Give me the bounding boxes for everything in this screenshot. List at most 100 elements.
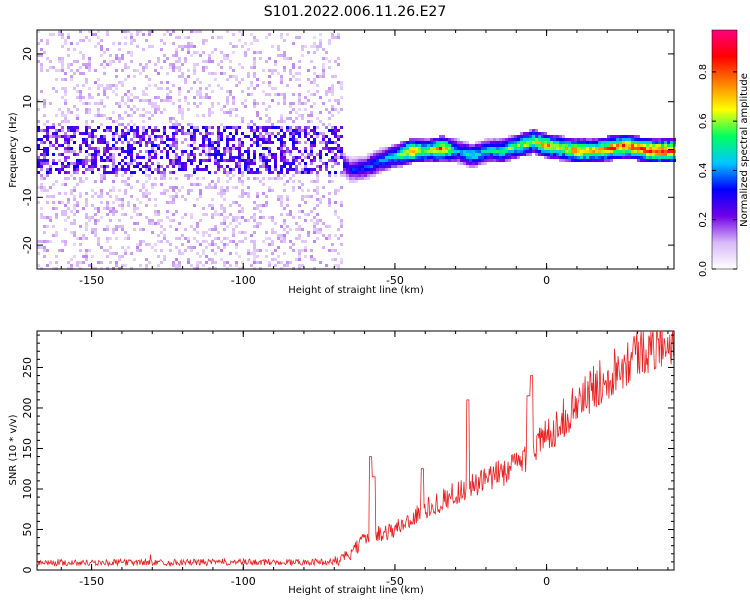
spectrogram-cell [475,150,478,153]
spectrogram-cell [97,219,100,222]
spectrogram-cell [190,183,193,186]
spectrogram-cell [139,141,142,144]
spectrogram-cell [55,180,58,183]
spectrogram-cell [376,156,379,159]
spectrogram-y-tick-label: -20 [21,236,34,254]
spectrogram-cell [178,168,181,171]
spectrogram-x-tick-label: -50 [386,274,404,287]
spectrogram-cell [205,96,208,99]
spectrogram-cell [601,156,604,159]
spectrogram-cell [340,87,343,90]
spectrogram-y-tick-label: 20 [21,47,34,61]
spectrogram-cell [145,180,148,183]
spectrogram-cell [268,117,271,120]
spectrogram-cell [136,246,139,249]
spectrogram-cell [376,165,379,168]
spectrogram-cell [238,153,241,156]
spectrogram-cell [190,150,193,153]
spectrogram-cell [427,138,430,141]
spectrogram-cell [172,186,175,189]
spectrogram-cell [433,147,436,150]
spectrogram-cell [250,42,253,45]
spectrogram-cell [520,150,523,153]
spectrogram-cell [421,153,424,156]
spectrogram-cell [376,159,379,162]
spectrogram-cell [73,141,76,144]
spectrogram-cell [502,153,505,156]
spectrogram-cell [211,180,214,183]
spectrogram-cell [193,159,196,162]
spectrogram-cell [619,141,622,144]
spectrogram-cell [517,144,520,147]
spectrogram-cell [298,252,301,255]
spectrogram-cell [85,108,88,111]
spectrogram-cell [91,195,94,198]
spectrogram-cell [253,213,256,216]
spectrogram-cell [544,132,547,135]
spectrogram-cell [559,159,562,162]
spectrogram-cell [58,123,61,126]
spectrogram-cell [223,210,226,213]
spectrogram-cell [154,111,157,114]
spectrogram-cell [211,204,214,207]
spectrogram-cell [466,165,469,168]
spectrogram-cell [61,129,64,132]
spectrogram-cell [367,168,370,171]
spectrogram-cell [94,45,97,48]
spectrogram-cell [79,39,82,42]
spectrogram-cell [304,126,307,129]
spectrogram-cell [280,117,283,120]
spectrogram-cell [595,159,598,162]
spectrogram-cell [643,138,646,141]
spectrogram-cell [337,252,340,255]
spectrogram-cell [208,108,211,111]
spectrogram-cell [322,234,325,237]
spectrogram-cell [310,111,313,114]
spectrogram-cell [238,144,241,147]
spectrogram-cell [301,228,304,231]
spectrogram-cell [235,219,238,222]
spectrogram-cell [217,84,220,87]
spectrogram-cell [340,147,343,150]
spectrogram-cell [316,117,319,120]
spectrogram-cell [658,156,661,159]
spectrogram-cell [229,111,232,114]
spectrogram-cell [115,168,118,171]
spectrogram-cell [274,249,277,252]
spectrogram-cell [271,240,274,243]
spectrogram-cell [232,75,235,78]
spectrogram-cell [223,198,226,201]
spectrogram-cell [670,153,673,156]
spectrogram-cell [295,168,298,171]
spectrogram-cell [289,213,292,216]
spectrogram-cell [169,159,172,162]
spectrogram-cell [532,150,535,153]
spectrogram-cell [517,138,520,141]
spectrogram-cell [88,30,91,33]
snr-y-tick-label: 50 [21,522,34,536]
spectrogram-cell [169,249,172,252]
spectrogram-cell [37,156,40,159]
spectrogram-cell [310,162,313,165]
spectrogram-cell [40,165,43,168]
spectrogram-cell [46,162,49,165]
spectrogram-cell [103,249,106,252]
spectrogram-cell [232,168,235,171]
spectrogram-cell [190,144,193,147]
spectrogram-cell [103,228,106,231]
spectrogram-cell [244,237,247,240]
spectrogram-cell [88,57,91,60]
spectrogram-cell [262,216,265,219]
spectrogram-cell [316,222,319,225]
spectrogram-cell [85,81,88,84]
spectrogram-cell [124,192,127,195]
spectrogram-cell [610,135,613,138]
spectrogram-cell [193,141,196,144]
snr-y-axis-label: SNR (10 * v/v) [8,414,19,485]
spectrogram-cell [301,183,304,186]
spectrogram-cell [67,141,70,144]
spectrogram-cell [304,45,307,48]
spectrogram-cell [256,177,259,180]
spectrogram-cell [268,105,271,108]
spectrogram-cell [238,168,241,171]
